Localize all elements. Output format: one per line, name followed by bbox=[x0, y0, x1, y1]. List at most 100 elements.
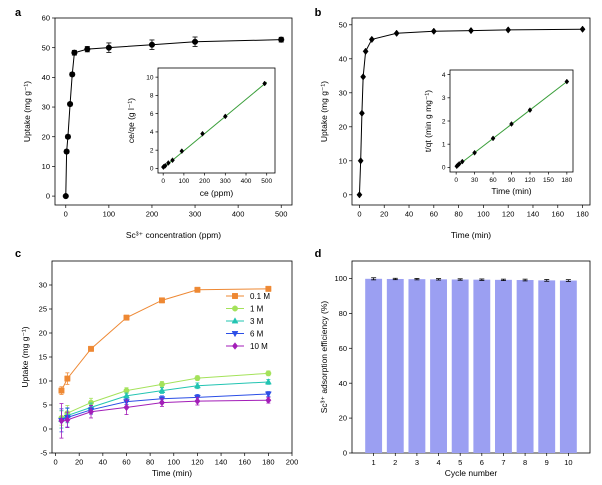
panel-b-y-tick-label: 20 bbox=[339, 122, 347, 131]
panel-b-x-tick-label: 160 bbox=[552, 210, 565, 219]
panel-b-x-axis-label: Time (min) bbox=[451, 230, 491, 240]
panel-b-inset-data-point bbox=[472, 149, 477, 156]
panel-c-legend-marker bbox=[231, 317, 239, 324]
panel-b-x-tick-label: 180 bbox=[576, 210, 589, 219]
panel-c-x-tick-label: 160 bbox=[238, 458, 251, 467]
panel-a-inset-x-tick-label: 100 bbox=[178, 178, 189, 185]
panel-a-inset-data-point bbox=[162, 162, 168, 169]
panel-b-inset-y-tick-label: 3 bbox=[442, 95, 446, 102]
panel-d-letter: d bbox=[315, 248, 322, 260]
panel-a-x-tick-label: 200 bbox=[146, 210, 159, 219]
panel-b-x-tick-label: 120 bbox=[502, 210, 515, 219]
panel-b-inset-y-tick-label: 4 bbox=[442, 72, 446, 79]
panel-c-y-tick-label: -5 bbox=[40, 449, 47, 458]
panel-c-legend-marker bbox=[231, 342, 239, 350]
panel-d-bar bbox=[365, 278, 383, 453]
panel-a-inset-x-tick-label: 300 bbox=[220, 178, 231, 185]
panel-d-x-tick-label: 2 bbox=[393, 458, 397, 467]
panel-d-y-axis-label: Sc³⁺ adsorption efficiency (%) bbox=[319, 301, 329, 414]
panel-d-y-tick-label: 0 bbox=[343, 449, 347, 458]
panel-c-x-tick-label: 80 bbox=[146, 458, 154, 467]
panel-b-y-tick-label: 0 bbox=[343, 190, 347, 199]
panel-b-data-point bbox=[430, 27, 437, 35]
panel-d-x-tick-label: 5 bbox=[458, 458, 462, 467]
panel-c-legend-marker bbox=[232, 293, 238, 299]
panel-d-bar bbox=[451, 279, 469, 453]
panel-a-inset-x-tick-label: 200 bbox=[199, 178, 210, 185]
panel-a-data-point bbox=[67, 101, 74, 108]
panel-b-plot-frame bbox=[351, 17, 591, 206]
panel-c: c 0 20 40 60 80 100 120 140 160 180 200 -5 0 5 10 15 20 25… bbox=[15, 248, 298, 478]
panel-d-plot-frame bbox=[351, 260, 591, 454]
panel-c-x-tick-label: 120 bbox=[191, 458, 204, 467]
panel-c-data-point bbox=[123, 403, 130, 412]
panel-b-inset-data-point bbox=[456, 160, 462, 167]
panel-d-y-tick-label: 60 bbox=[339, 344, 347, 353]
panel-c-data-point bbox=[123, 314, 130, 321]
panel-d-x-tick-label: 1 bbox=[372, 458, 376, 467]
panel-a-x-tick-label: 300 bbox=[189, 210, 202, 219]
panel-b-data-point bbox=[357, 157, 364, 165]
panel-d-x-tick-label: 7 bbox=[501, 458, 505, 467]
panel-b-data-point bbox=[356, 191, 363, 199]
panel-b-inset-x-tick-label: 150 bbox=[543, 177, 554, 184]
panel-a-data-point bbox=[105, 44, 112, 51]
panel-b-x-tick-label: 140 bbox=[527, 210, 540, 219]
panel-a-x-tick-label: 100 bbox=[103, 210, 116, 219]
panel-a-inset-data-point bbox=[200, 130, 205, 137]
panel-c-data-point bbox=[158, 398, 165, 407]
panel-a-inset-y-tick-label: 4 bbox=[150, 129, 154, 136]
panel-a-inset-y-tick-label: 6 bbox=[150, 111, 154, 118]
panel-d-bar bbox=[473, 279, 491, 453]
panel-c-y-tick-label: 15 bbox=[39, 353, 47, 362]
panel-b-inset-y-tick-label: 1 bbox=[442, 141, 446, 148]
panel-b-data-point bbox=[468, 26, 474, 35]
panel-c-series-3: 6 M bbox=[58, 330, 272, 433]
panel-c-y-tick-label: 10 bbox=[39, 377, 47, 386]
panel-a-inset-y-axis-label: ce/qe (g l⁻¹) bbox=[126, 98, 136, 143]
panel-a-data-point bbox=[148, 41, 156, 48]
panel-c-x-axis-label: Time (min) bbox=[152, 468, 192, 478]
panel-b-inset-x-tick-label: 180 bbox=[561, 177, 572, 184]
panel-a-y-tick-label: 40 bbox=[42, 73, 50, 82]
panel-d-bar bbox=[386, 278, 404, 453]
panel-c-y-tick-label: 5 bbox=[43, 401, 47, 410]
panel-d-y-tick-label: 20 bbox=[339, 414, 347, 423]
panel-c-data-point bbox=[64, 375, 71, 382]
panel-c-legend-label: 3 M bbox=[250, 317, 264, 326]
panel-c-data-point bbox=[159, 381, 165, 388]
panel-c-series-4: 10 M bbox=[58, 342, 272, 439]
panel-c-data-point bbox=[64, 416, 71, 424]
panel-d-x-tick-label: 4 bbox=[436, 458, 440, 467]
panel-b-x-tick-label: 100 bbox=[477, 210, 490, 219]
panel-a-x-tick-label: 400 bbox=[232, 210, 245, 219]
panel-d-x-tick-label: 9 bbox=[545, 458, 549, 467]
panel-c-y-axis-label: Uptake (mg g⁻¹) bbox=[20, 326, 30, 387]
panel-b-inset-data-point bbox=[527, 107, 533, 114]
panel-d-y-tick-label: 100 bbox=[334, 274, 347, 283]
panel-a-data-point bbox=[63, 148, 70, 155]
panel-b-inset-y-tick-label: 0 bbox=[442, 165, 446, 172]
panel-c-legend-marker bbox=[232, 305, 238, 312]
panel-a-y-tick-label: 60 bbox=[42, 14, 50, 23]
panel-a-inset-x-tick-label: 500 bbox=[261, 178, 272, 185]
panel-b-data-point bbox=[505, 26, 512, 34]
panel-a-y-tick-label: 20 bbox=[42, 132, 50, 141]
panel-a-data-point bbox=[69, 71, 76, 78]
panel-a-inset-data-point bbox=[262, 80, 267, 87]
panel-a-y-tick-label: 30 bbox=[42, 103, 50, 112]
panel-d-y-tick-label: 80 bbox=[339, 309, 347, 318]
panel-a-inset-data-point bbox=[166, 160, 171, 166]
panel-a-inset-y-tick-label: 2 bbox=[150, 147, 154, 154]
panel-a-x-tick-label: 500 bbox=[275, 210, 288, 219]
panel-d-bar bbox=[430, 279, 447, 453]
panel-b-inset-x-tick-label: 120 bbox=[525, 177, 536, 184]
panel-d-bar bbox=[538, 280, 556, 453]
panel-d-x-tick-label: 8 bbox=[523, 458, 527, 467]
panel-a-inset-y-tick-label: 0 bbox=[150, 166, 154, 173]
panel-a-data-point bbox=[84, 46, 91, 53]
panel-a-data-point bbox=[64, 133, 71, 140]
panel-c-data-point bbox=[58, 387, 65, 394]
